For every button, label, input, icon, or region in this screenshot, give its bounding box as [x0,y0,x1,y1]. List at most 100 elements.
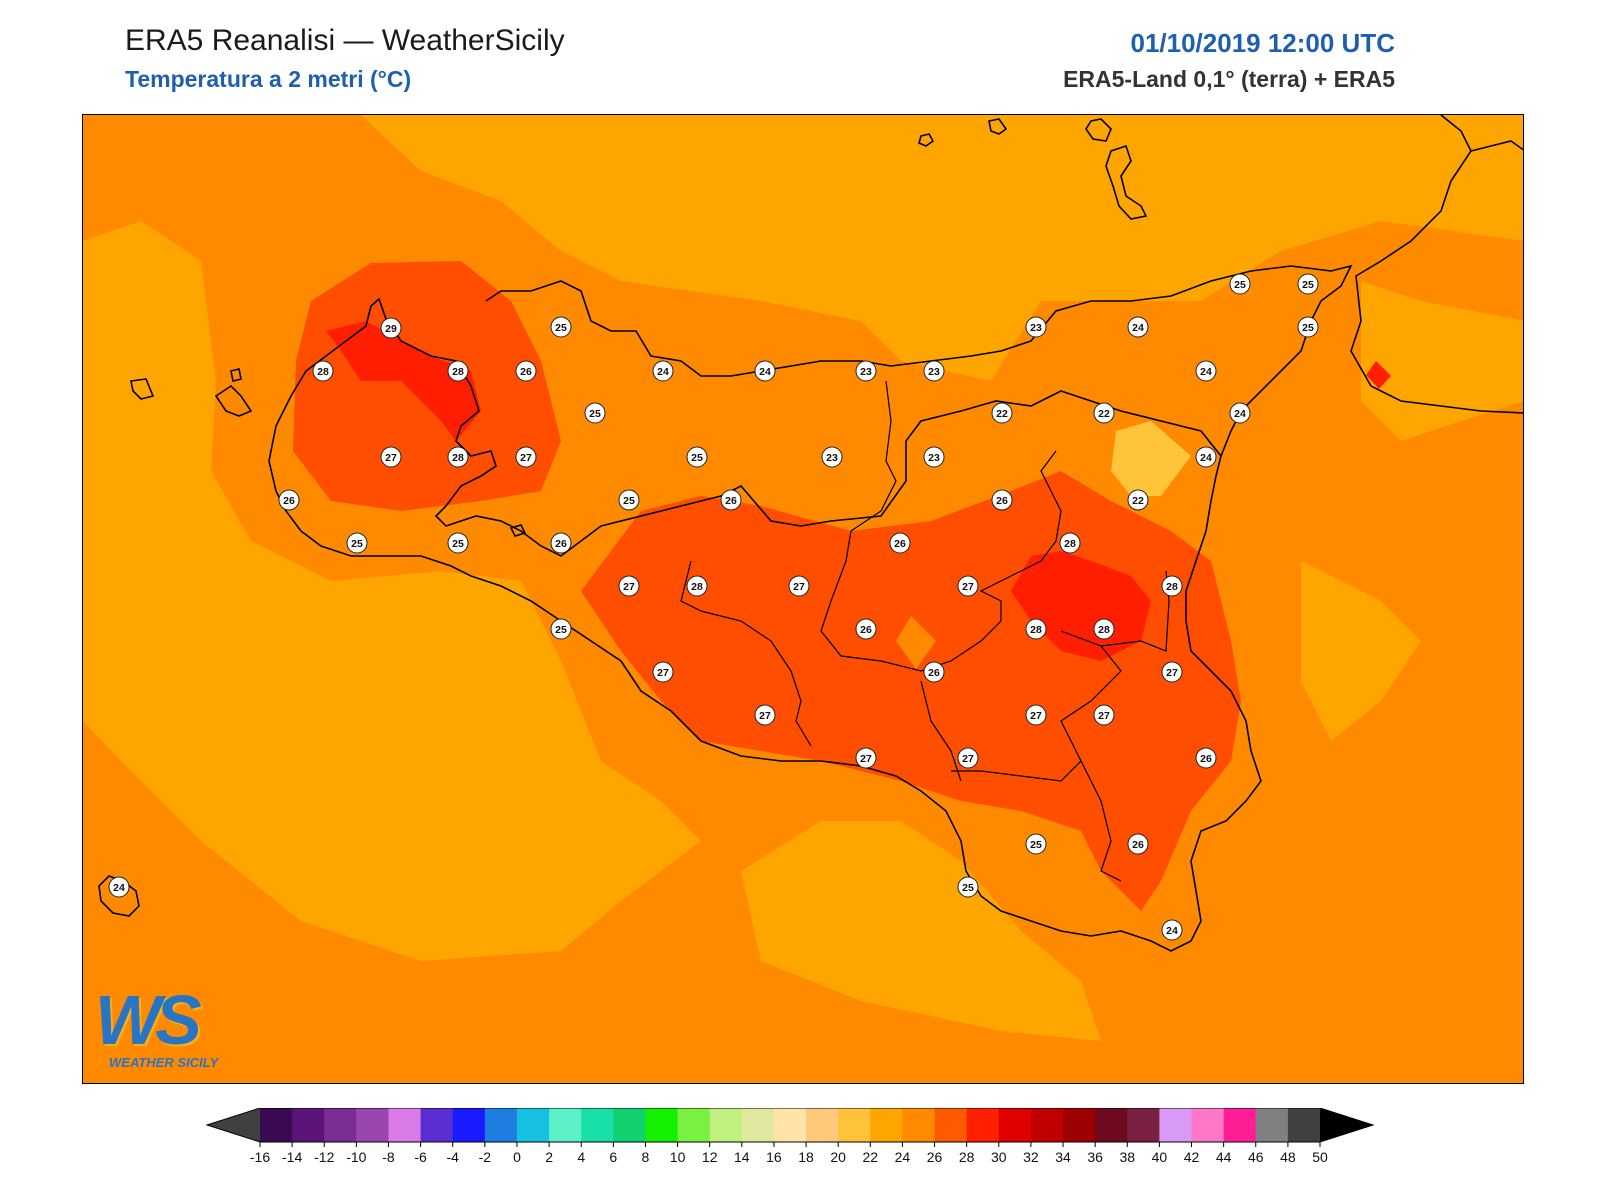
station-circle [855,360,877,382]
station-marker: 23 [855,360,877,382]
station-value: 23 [860,366,872,378]
station-circle [1195,360,1217,382]
station-circle [1093,704,1115,726]
colorbar-label: 18 [798,1149,814,1165]
field-24-se [1301,561,1421,741]
colorbar-label: 32 [1023,1149,1039,1165]
station-marker: 23 [923,360,945,382]
station-circle [515,360,537,382]
colorbar-label: 0 [513,1149,521,1165]
station-circle [550,316,572,338]
station-circle [1195,747,1217,769]
field-30-west [326,321,481,441]
colorbar-label: 40 [1152,1149,1168,1165]
colorbar-swatch [1191,1108,1225,1142]
station-circle [1161,919,1183,941]
logo-text: WEATHER SICILY [109,1055,219,1070]
station-marker: 26 [550,532,572,554]
coastlines [98,115,1523,952]
colorbar-swatch [260,1108,293,1142]
station-circle [515,446,537,468]
station-marker: 23 [923,446,945,468]
colorbar-swatch [934,1108,968,1142]
station-circle [991,402,1013,424]
station-value: 26 [928,667,940,679]
map-subtitle: Temperatura a 2 metri (°C) [125,66,412,92]
station-value: 22 [1132,495,1144,507]
colorbar-swatch [773,1108,807,1142]
station-value: 22 [996,408,1008,420]
station-marker: 27 [618,575,640,597]
station-value: 27 [860,753,872,765]
station-marker: 24 [754,360,776,382]
colorbar-swatch [1095,1108,1128,1142]
station-value: 28 [1098,624,1110,636]
colorbar-label: -4 [447,1149,460,1165]
station-circle [618,489,640,511]
station-value: 27 [657,667,669,679]
station-marker: 24 [108,876,130,898]
station-circle [754,360,776,382]
station-circle [380,317,402,339]
station-marker: 26 [855,618,877,640]
station-marker: 28 [1161,575,1183,597]
station-value: 23 [826,452,838,464]
station-value: 24 [1132,322,1144,334]
colorbar-label: 14 [734,1149,750,1165]
station-marker: 24 [652,360,674,382]
station-marker: 28 [686,575,708,597]
station-circle [652,360,674,382]
station-marker: 25 [618,489,640,511]
station-circle [380,446,402,468]
station-marker: 27 [788,575,810,597]
field-30-central [1011,551,1151,661]
station-circle [957,747,979,769]
calabria-coastline [1350,115,1523,414]
colorbar-swatch [324,1108,357,1142]
map-canvas: 29 28 28 26 25 24 24 23 23 23 24 25 25 25 24 24 22 22 25 27… [83,115,1523,1083]
province-border-3 [951,630,1122,782]
colorbar-over-arrow [1320,1108,1373,1142]
colorbar-swatch [870,1108,903,1142]
station-value: 27 [1166,667,1178,679]
island-pantelleria [98,875,140,917]
station-value: 26 [860,624,872,636]
colorbar-label: 2 [545,1149,553,1165]
station-value: 27 [962,753,974,765]
colorbar-label: 46 [1248,1149,1264,1165]
station-marker: 26 [1127,833,1149,855]
station-circle [447,532,469,554]
province-border-2 [680,560,812,747]
station-marker: 27 [1161,661,1183,683]
station-marker: 25 [584,402,606,424]
station-value: 28 [1030,624,1042,636]
station-marker: 28 [1059,532,1081,554]
colorbar-label: 34 [1055,1149,1071,1165]
colorbar-label: -2 [479,1149,492,1165]
colorbar-swatch [1127,1108,1160,1142]
station-circle [686,575,708,597]
colorbar-label: 6 [609,1149,617,1165]
colorbar-swatch [484,1108,518,1142]
station-value: 28 [1064,538,1076,550]
colorbar-label: 42 [1184,1149,1200,1165]
station-circle [1025,618,1047,640]
station-circle [1297,316,1319,338]
colorbar-swatch [356,1108,389,1142]
map-source: ERA5-Land 0,1° (terra) + ERA5 [1063,66,1395,92]
station-value: 27 [623,581,635,593]
station-circle [821,446,843,468]
station-value: 26 [1132,839,1144,851]
station-circle [652,661,674,683]
colorbar-label: 12 [702,1149,718,1165]
temperature-fields [83,115,1523,1083]
station-circle [550,532,572,554]
colorbar-label: -6 [414,1149,427,1165]
station-circle [923,360,945,382]
station-circle [1127,833,1149,855]
station-value: 28 [452,452,464,464]
station-value: 25 [452,538,464,550]
colorbar-swatch [902,1108,936,1142]
colorbar-label: -16 [250,1149,270,1165]
weathersicily-logo: WS WEATHER SICILY [95,985,255,1075]
